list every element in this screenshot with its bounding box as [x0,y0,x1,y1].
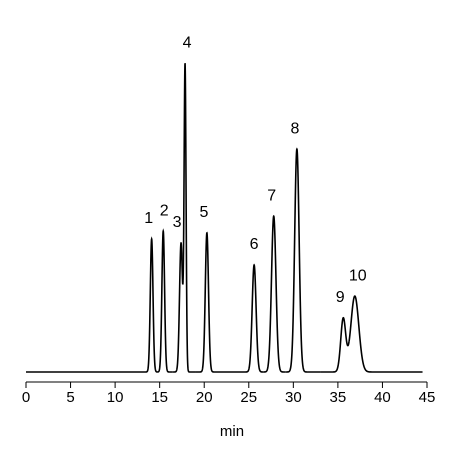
x-tick-label: 30 [285,389,302,406]
trace-peak [182,62,196,373]
trace-peak [26,236,158,373]
trace-peak [263,214,286,373]
peak-label: 4 [183,34,192,51]
x-tick-label: 10 [107,389,124,406]
x-axis-label: min [220,423,244,440]
trace-peak [172,242,184,373]
x-tick-label: 40 [374,389,391,406]
peak-label: 5 [199,204,208,221]
x-tick-label: 5 [66,389,74,406]
trace-peak [157,228,173,373]
peak-label: 6 [250,236,259,253]
peak-label: 1 [144,210,153,227]
peak-label: 9 [336,289,345,306]
trace-peak [320,316,350,373]
peak-label: 8 [290,120,299,137]
trace-peak [285,147,321,373]
trace-peak [230,263,264,373]
peak-label: 3 [173,214,182,231]
x-tick-label: 0 [22,389,30,406]
x-tick-label: 20 [196,389,213,406]
peak-label: 10 [349,267,367,284]
trace-peak [195,231,231,373]
x-tick-label: 35 [330,389,347,406]
peak-label: 2 [160,202,169,219]
x-tick-label: 15 [151,389,168,406]
x-tick-label: 45 [419,389,436,406]
x-tick-label: 25 [240,389,257,406]
trace-peak [348,295,423,373]
peak-label: 7 [267,187,276,204]
